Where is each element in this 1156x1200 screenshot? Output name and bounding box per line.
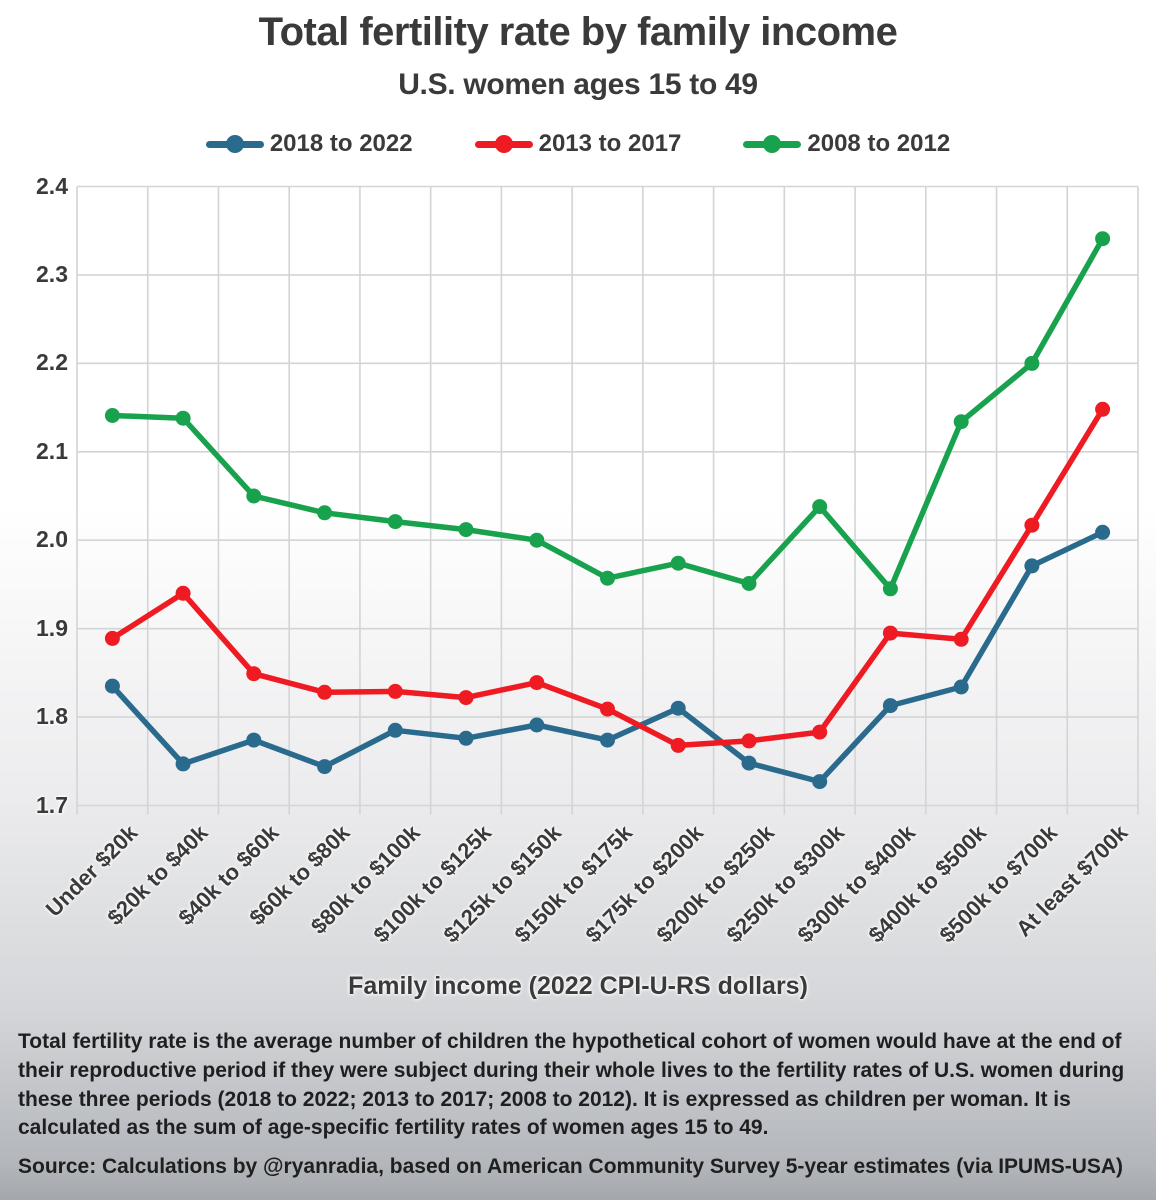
data-point [670,555,686,571]
legend-item: 2013 to 2017 [474,130,682,158]
y-tick-label: 1.8 [36,703,68,730]
fertility-line-chart [76,185,1139,815]
data-point [670,737,686,753]
series-line-2008-to-2012 [109,235,1106,592]
data-point [600,701,615,717]
data-point [953,679,969,695]
data-point [741,755,757,771]
legend-label: 2008 to 2012 [807,130,951,157]
data-point [175,410,191,426]
y-tick-label: 2.1 [36,437,68,464]
data-point [458,522,474,538]
data-point [882,581,898,597]
data-point [458,690,474,706]
data-point [458,730,474,746]
data-point [175,585,191,601]
data-point [1095,524,1111,540]
data-point [741,733,757,749]
data-point [317,684,333,700]
data-point [1095,401,1111,417]
data-point [317,505,333,521]
data-point [246,732,262,748]
data-point [104,630,120,646]
data-point [882,625,898,641]
x-axis-title: Family income (2022 CPI-U-RS dollars) [348,972,808,1000]
data-point [387,514,403,530]
data-point [812,774,828,790]
data-point [529,717,545,733]
data-point [317,759,333,775]
chart-title: Total fertility rate by family income [258,10,898,54]
legend-label: 2013 to 2017 [538,130,682,157]
y-tick-label: 2.4 [36,172,68,199]
y-tick-label: 2.0 [36,526,68,553]
data-point [600,570,615,586]
legend-label: 2018 to 2022 [269,130,413,157]
data-point [600,732,615,748]
data-point [882,698,898,714]
data-point [104,678,120,694]
footnote-text: Total fertility rate is the average numb… [18,1030,1125,1140]
data-point [529,675,545,691]
data-point [529,532,545,548]
legend-item: 2008 to 2012 [743,130,950,158]
y-tick-label: 1.7 [36,791,68,818]
data-point [246,666,262,682]
legend-line-marker-icon [474,135,533,153]
legend-dot-icon [494,135,513,153]
data-point [387,722,403,738]
data-point [1024,517,1040,533]
chart-legend: 2018 to 2022 2013 to 2017 2008 to 2012 [0,130,1156,158]
legend-item: 2018 to 2022 [205,130,413,158]
y-tick-label: 2.3 [36,260,68,287]
legend-dot-icon [763,135,782,153]
data-point [175,756,191,772]
data-point [953,631,969,647]
y-tick-label: 1.9 [36,614,68,641]
source-text: Source: Calculations by @ryanradia, base… [18,1155,1124,1178]
data-point [741,576,757,591]
data-point [812,499,828,515]
data-point [387,683,403,699]
chart-subtitle: U.S. women ages 15 to 49 [398,68,758,101]
data-point [104,408,120,423]
data-point [953,414,969,430]
data-point [246,488,262,504]
data-point [1095,231,1111,247]
legend-line-marker-icon [205,135,264,153]
data-point [670,700,686,716]
data-point [812,724,828,740]
legend-dot-icon [225,135,244,153]
data-point [1024,558,1040,574]
y-tick-label: 2.2 [36,349,68,376]
legend-line-marker-icon [743,135,802,153]
data-point [1024,355,1040,371]
